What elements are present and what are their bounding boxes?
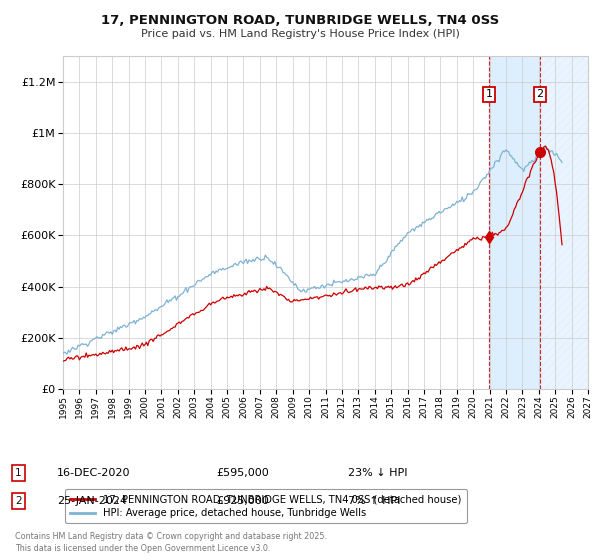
- Legend: 17, PENNINGTON ROAD, TUNBRIDGE WELLS, TN4 0SS (detached house), HPI: Average pri: 17, PENNINGTON ROAD, TUNBRIDGE WELLS, TN…: [65, 489, 467, 523]
- Text: 2: 2: [536, 90, 544, 100]
- Text: 17, PENNINGTON ROAD, TUNBRIDGE WELLS, TN4 0SS: 17, PENNINGTON ROAD, TUNBRIDGE WELLS, TN…: [101, 14, 499, 27]
- Text: 16-DEC-2020: 16-DEC-2020: [57, 468, 131, 478]
- Text: £925,000: £925,000: [216, 496, 269, 506]
- Bar: [489, 56, 540, 389]
- Text: 7% ↑ HPI: 7% ↑ HPI: [348, 496, 401, 506]
- Text: £595,000: £595,000: [216, 468, 269, 478]
- Text: 25-JAN-2024: 25-JAN-2024: [57, 496, 127, 506]
- Text: 1: 1: [485, 90, 493, 100]
- Text: Contains HM Land Registry data © Crown copyright and database right 2025.
This d: Contains HM Land Registry data © Crown c…: [15, 533, 327, 553]
- Text: 23% ↓ HPI: 23% ↓ HPI: [348, 468, 407, 478]
- Bar: [540, 56, 588, 389]
- Text: Price paid vs. HM Land Registry's House Price Index (HPI): Price paid vs. HM Land Registry's House …: [140, 29, 460, 39]
- Text: 2: 2: [15, 496, 22, 506]
- Text: 1: 1: [15, 468, 22, 478]
